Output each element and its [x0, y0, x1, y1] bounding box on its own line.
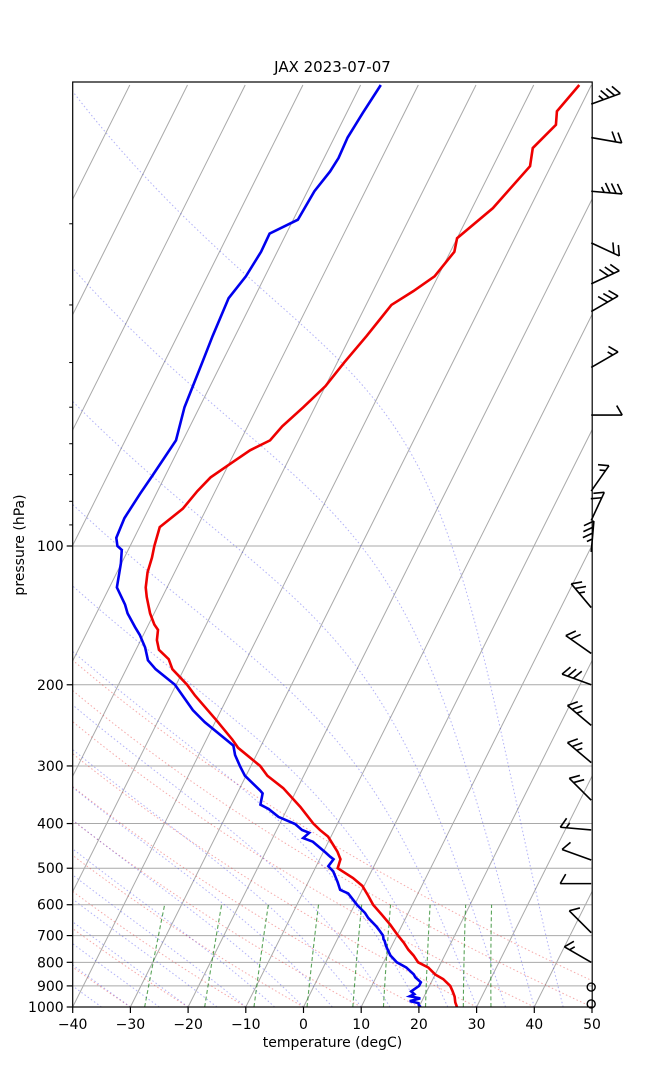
- dry-adiabat-line: [72, 753, 477, 1007]
- isotherm-line: [303, 428, 593, 1007]
- dry-adiabat-line: [72, 721, 535, 1007]
- isotherm-line: [72, 84, 477, 893]
- wind-barb: [565, 630, 592, 655]
- x-tick-label: −30: [116, 1017, 146, 1033]
- dewpoint-profile-line: [114, 84, 423, 1007]
- background-grid: [72, 84, 593, 1007]
- y-tick-label: 1000: [28, 1000, 64, 1016]
- wind-barb: [590, 242, 621, 257]
- x-tick-label: 30: [468, 1017, 486, 1033]
- moist-adiabat-line: [72, 90, 564, 1007]
- isotherm-line: [72, 84, 362, 662]
- y-tick-label: 400: [37, 817, 64, 833]
- axes: −40 −30 −20 −10 0 10 20 30 40 50 100 200 300 400 500 60…: [28, 81, 601, 1033]
- moist-adiabat-line: [72, 650, 420, 1007]
- wind-barb: [590, 491, 606, 521]
- isotherm-line: [245, 313, 593, 1007]
- x-tick-label: 50: [583, 1017, 601, 1033]
- mixing-ratio-line: [490, 904, 493, 1007]
- wind-barb: [586, 999, 596, 1009]
- moist-adiabat-line: [72, 267, 535, 1007]
- x-tick-label: −40: [58, 1017, 88, 1033]
- wind-barb: [591, 182, 623, 195]
- moist-adiabat-line: [72, 585, 449, 1007]
- isotherm-line: [591, 1005, 593, 1007]
- x-tick-label: 20: [410, 1017, 428, 1033]
- wind-barbs: [559, 85, 623, 1009]
- x-tick-label: 10: [352, 1017, 370, 1033]
- sounding-profiles: [114, 84, 581, 1007]
- y-tick-label: 500: [37, 861, 64, 877]
- wind-barb: [566, 700, 592, 727]
- mixing-ratio-line: [204, 904, 223, 1007]
- y-tick-label: 300: [37, 759, 64, 775]
- dry-adiabat-line: [72, 689, 593, 1007]
- wind-barb: [590, 345, 619, 369]
- y-axis-label: pressure (hPa): [12, 494, 28, 596]
- x-tick-label: −10: [231, 1017, 261, 1033]
- x-tick-label: 40: [525, 1017, 543, 1033]
- wind-barb: [582, 520, 595, 552]
- y-tick-label: 100: [37, 539, 64, 555]
- isotherm-line: [187, 197, 593, 1007]
- mixing-ratio-line: [253, 904, 269, 1007]
- chart-title: JAX 2023-07-07: [274, 58, 391, 76]
- wind-barb: [591, 131, 623, 144]
- isotherm-line: [476, 774, 593, 1007]
- mixing-ratio-line: [424, 904, 431, 1007]
- wind-barb: [590, 289, 619, 313]
- temperature-profile-line: [144, 84, 581, 1007]
- wind-barb: [568, 774, 592, 801]
- wind-barb: [568, 907, 592, 934]
- wind-barb: [591, 405, 623, 416]
- dry-adiabat-line: [72, 659, 593, 982]
- isotherm-line: [418, 659, 593, 1007]
- wind-barb: [590, 263, 620, 285]
- wind-barb: [586, 982, 596, 992]
- wind-barb: [559, 817, 592, 831]
- mixing-ratio-line: [352, 904, 363, 1007]
- dry-adiabat-line: [72, 786, 420, 1007]
- y-tick-label: 200: [37, 678, 64, 694]
- x-tick-label: 0: [299, 1017, 308, 1033]
- isotherm-line: [72, 84, 419, 778]
- wind-barb: [570, 581, 592, 609]
- y-tick-label: 600: [37, 898, 64, 914]
- y-tick-label: 900: [37, 979, 64, 995]
- wind-barb: [590, 463, 610, 492]
- isotherm-line: [72, 84, 188, 316]
- wind-barb: [563, 940, 592, 964]
- isotherm-line: [129, 84, 592, 1007]
- wind-barb: [561, 666, 592, 686]
- mixing-ratio-line: [382, 904, 392, 1007]
- wind-barb: [559, 873, 592, 885]
- isotherm-line: [72, 84, 246, 432]
- isotherm-line: [72, 84, 304, 547]
- mixing-ratio-line: [144, 904, 166, 1007]
- moist-adiabat-line: [72, 748, 362, 1007]
- mixing-ratio-line: [306, 904, 320, 1007]
- wind-barb: [561, 841, 592, 861]
- x-axis-label: temperature (degC): [262, 1035, 403, 1051]
- wind-barb: [590, 85, 621, 105]
- wind-barb: [566, 738, 592, 764]
- y-tick-label: 800: [37, 955, 64, 971]
- y-tick-label: 700: [37, 929, 64, 945]
- moist-adiabat-line: [72, 819, 304, 1007]
- x-tick-label: −20: [173, 1017, 203, 1033]
- mixing-ratio-line: [462, 904, 467, 1007]
- moist-adiabat-line: [72, 704, 391, 1007]
- dry-adiabat-line: [72, 927, 189, 1007]
